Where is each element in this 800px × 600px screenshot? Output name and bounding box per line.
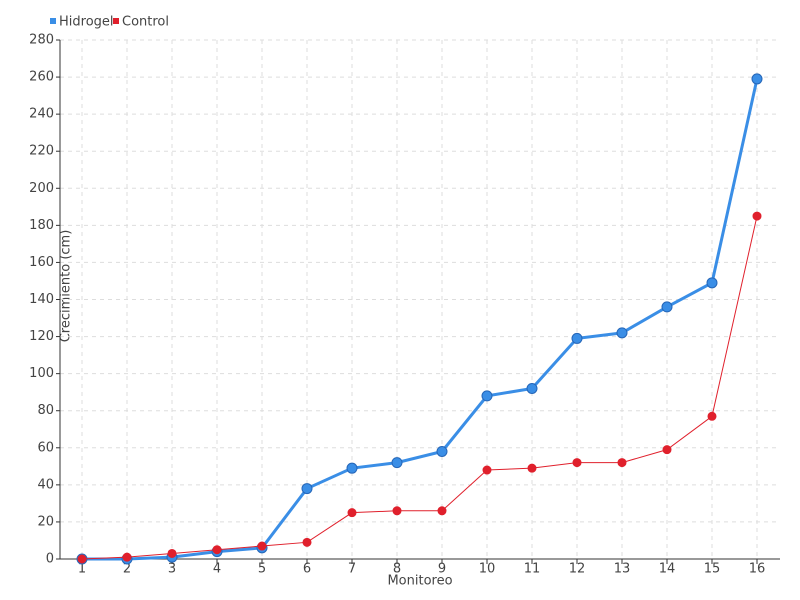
data-point [616,327,628,339]
y-tick-label: 200 [29,181,54,196]
y-tick-label: 0 [46,552,54,567]
data-point [526,382,538,394]
y-axis-label: Crecimiento (cm) [59,230,74,343]
x-tick-label: 11 [524,562,541,577]
data-point [437,506,447,516]
x-tick-label: 1 [78,562,86,577]
x-tick-label: 7 [348,562,356,577]
y-tick-label: 140 [29,292,54,307]
data-point [752,211,762,221]
data-point [392,506,402,516]
data-point [572,458,582,468]
x-tick-label: 10 [479,562,496,577]
data-point [167,548,177,558]
data-point [481,390,493,402]
x-tick-label: 14 [659,562,676,577]
x-tick-label: 2 [123,562,131,577]
data-point [391,457,403,469]
legend-swatch [50,18,56,24]
y-tick-label: 40 [37,477,54,492]
y-tick-label: 60 [37,440,54,455]
data-point [661,301,673,313]
data-point [571,332,583,344]
y-tick-label: 180 [29,218,54,233]
data-point [436,445,448,457]
y-tick-label: 160 [29,255,54,270]
legend-label: Hidrogel [59,15,114,30]
x-tick-label: 9 [438,562,446,577]
x-tick-label: 3 [168,562,176,577]
y-tick-label: 280 [29,33,54,48]
y-tick-label: 220 [29,144,54,159]
data-point [707,411,717,421]
data-point [527,463,537,473]
data-point [706,277,718,289]
data-point [77,554,87,564]
y-tick-label: 260 [29,70,54,85]
x-tick-label: 6 [303,562,311,577]
x-tick-label: 15 [704,562,721,577]
data-point [347,508,357,518]
data-point [301,483,313,495]
data-point [662,445,672,455]
x-tick-label: 16 [749,562,766,577]
data-point [482,465,492,475]
data-point [212,545,222,555]
series-line [81,215,758,560]
y-tick-label: 100 [29,366,54,381]
x-tick-label: 5 [258,562,266,577]
legend-swatch [113,18,119,24]
y-tick-label: 240 [29,107,54,122]
data-point [122,552,132,562]
y-tick-label: 80 [37,403,54,418]
data-point [302,537,312,547]
y-tick-label: 120 [29,329,54,344]
data-point [751,73,763,85]
legend-label: Control [122,15,169,30]
x-tick-label: 12 [569,562,586,577]
y-tick-label: 20 [37,514,54,529]
x-tick-label: 4 [213,562,221,577]
x-tick-label: 8 [393,562,401,577]
series-line [82,78,759,561]
x-axis-label: Monitoreo [387,574,452,589]
data-point [617,458,627,468]
data-point [257,541,267,551]
data-point [346,462,358,474]
x-tick-label: 13 [614,562,631,577]
